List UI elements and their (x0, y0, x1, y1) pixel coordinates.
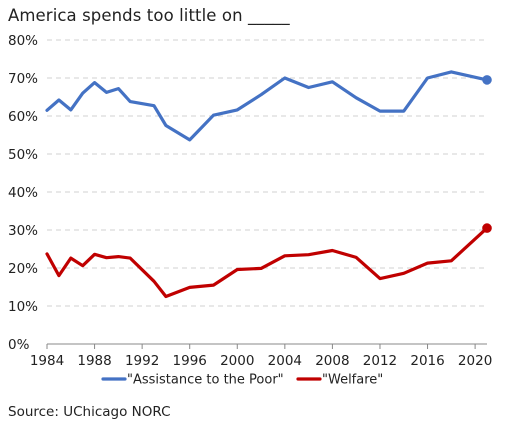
line-chart: 0%10%20%30%40%50%60%70%80% 1984 1988 1992 1… (8, 33, 492, 388)
x-tick-label: 2012 (363, 353, 397, 369)
y-tick-label: 40% (8, 185, 38, 201)
x-axis-ticks: 1984 1988 1992 1996 2000 2004 2008 2012 2016 2020 (30, 344, 492, 369)
y-tick-label: 60% (8, 109, 38, 125)
y-tick-label: 80% (8, 33, 38, 49)
y-tick-label: 70% (8, 71, 38, 87)
x-tick-label: 1988 (77, 353, 111, 369)
legend: "Assistance to the Poor" "Welfare" (101, 373, 383, 388)
x-tick-label: 1996 (173, 353, 207, 369)
y-tick-label: 20% (8, 261, 38, 277)
series-end-point-1 (482, 223, 492, 233)
x-tick-label: 2008 (315, 353, 349, 369)
series-line-0 (45, 70, 489, 142)
x-tick-label: 1984 (30, 353, 64, 369)
y-tick-label: 10% (8, 299, 38, 315)
x-tick-label: 2004 (268, 353, 302, 369)
y-tick-label: 0% (8, 337, 30, 353)
source-note: Source: UChicago NORC (8, 404, 171, 420)
series-lines (45, 70, 492, 299)
legend-label-0: "Assistance to the Poor" (127, 373, 284, 388)
y-tick-label: 30% (8, 223, 38, 239)
x-tick-label: 1992 (125, 353, 159, 369)
y-tick-label: 50% (8, 147, 38, 163)
series-end-point-0 (482, 75, 492, 85)
y-axis-ticks: 0% 10% 20% 30% 40% 50% 60% 70% 80% (8, 33, 38, 353)
gridlines (47, 39, 487, 307)
legend-label-1: "Welfare" (322, 373, 383, 388)
series-line-1 (45, 226, 489, 299)
x-tick-label: 2020 (458, 353, 492, 369)
x-tick-label: 2016 (410, 353, 444, 369)
chart-title: America spends too little on _____ (8, 6, 290, 25)
x-tick-label: 2000 (220, 353, 254, 369)
